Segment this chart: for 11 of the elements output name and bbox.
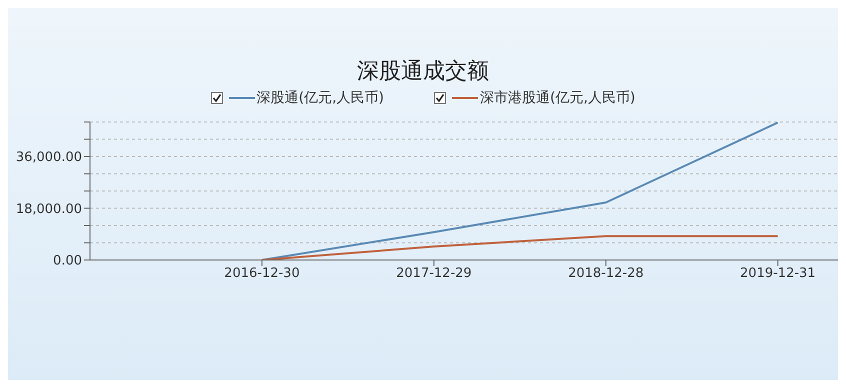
legend-label: 深股通(亿元,人民币) <box>256 89 384 107</box>
x-tick-label: 2017-12-29 <box>396 266 472 282</box>
chart-title: 深股通成交额 <box>356 58 490 86</box>
y-tick-label: 0.00 <box>53 254 82 269</box>
y-tick-label: 36,000.00 <box>16 150 82 166</box>
x-tick-label: 2018-12-28 <box>568 266 644 282</box>
line-series <box>260 122 779 260</box>
x-tick-label: 2016-12-30 <box>224 266 300 282</box>
y-tick-label: 18,000.00 <box>16 202 82 217</box>
x-tick-label: 2019-12-31 <box>740 266 816 282</box>
legend-label: 深市港股通(亿元,人民币) <box>480 89 636 107</box>
